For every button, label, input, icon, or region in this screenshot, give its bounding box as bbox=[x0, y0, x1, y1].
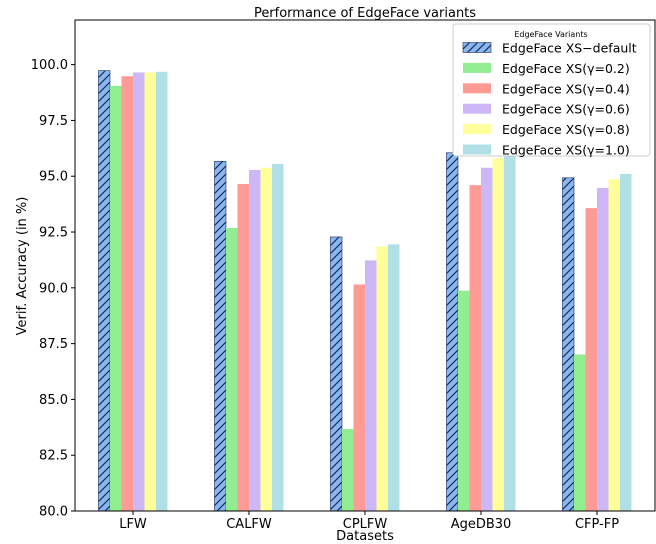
bar-cfp-fp-series-5 bbox=[608, 179, 620, 511]
x-tick-label: CFP-FP bbox=[575, 517, 619, 532]
bar-calfw-series-2 bbox=[226, 228, 238, 512]
bar-agedb30-series-1 bbox=[446, 152, 459, 512]
bar-area bbox=[98, 70, 632, 512]
legend: EdgeFace Variants EdgeFace XS−default Edg… bbox=[452, 23, 651, 158]
x-tick-label: CALFW bbox=[226, 517, 272, 532]
bar-cplfw-series-6 bbox=[388, 244, 400, 511]
bar-agedb30-series-2 bbox=[458, 290, 470, 511]
bar-cplfw-series-5 bbox=[376, 246, 388, 511]
y-axis: 80.0 82.5 85.0 87.5 90.0 92.5 95.0 97.5 100.0 bbox=[31, 58, 75, 520]
y-axis-label: Verif. Accuracy (in %) bbox=[15, 197, 30, 336]
legend-swatch bbox=[463, 62, 491, 73]
x-tick-label: AgeDB30 bbox=[451, 517, 512, 532]
bar-calfw-series-3 bbox=[237, 184, 249, 511]
bar-cfp-fp-series-4 bbox=[597, 187, 609, 511]
y-tick-label: 87.5 bbox=[39, 337, 68, 352]
bar-lfw-series-1 bbox=[98, 70, 111, 512]
y-tick-label: 100.0 bbox=[31, 58, 68, 73]
legend-entry-label: EdgeFace XS(γ=1.0) bbox=[502, 143, 630, 158]
bar-cplfw-series-2 bbox=[342, 429, 354, 511]
bar-lfw-series-5 bbox=[144, 72, 156, 511]
x-tick-label: CPLFW bbox=[343, 517, 388, 532]
legend-swatch bbox=[463, 83, 491, 94]
bar-cplfw-series-4 bbox=[365, 260, 377, 511]
y-tick-label: 97.5 bbox=[39, 114, 68, 129]
bar-calfw-series-6 bbox=[272, 163, 284, 511]
legend-entry-label: EdgeFace XS−default bbox=[502, 41, 637, 56]
legend-entry-label: EdgeFace XS(γ=0.4) bbox=[502, 81, 630, 96]
bar-agedb30-series-4 bbox=[481, 167, 493, 511]
bar-lfw-series-6 bbox=[156, 71, 168, 511]
bar-agedb30-series-3 bbox=[469, 185, 481, 511]
bar-calfw-series-1 bbox=[214, 160, 227, 512]
bar-cfp-fp-series-3 bbox=[585, 208, 597, 511]
y-tick-label: 90.0 bbox=[39, 281, 68, 296]
x-axis-label: Datasets bbox=[336, 529, 394, 544]
y-tick-label: 80.0 bbox=[39, 505, 68, 520]
bar-lfw-series-4 bbox=[133, 72, 145, 511]
bar-cfp-fp-series-2 bbox=[574, 354, 586, 511]
plot-frame bbox=[74, 19, 656, 512]
legend-entry-label: EdgeFace XS(γ=0.6) bbox=[502, 102, 630, 117]
y-tick-label: 92.5 bbox=[39, 226, 68, 241]
bar-agedb30-series-6 bbox=[504, 151, 516, 512]
legend-box bbox=[452, 23, 651, 157]
chart-title: Performance of EdgeFace variants bbox=[254, 6, 476, 21]
bar-lfw-series-3 bbox=[121, 76, 133, 511]
bar-calfw-series-4 bbox=[249, 169, 261, 511]
bar-calfw-series-5 bbox=[260, 167, 272, 511]
legend-entry-label: EdgeFace XS(γ=0.8) bbox=[502, 122, 630, 137]
x-tick-label: LFW bbox=[119, 517, 147, 532]
legend-swatch bbox=[463, 103, 491, 114]
y-tick-label: 85.0 bbox=[39, 393, 68, 408]
bar-lfw-series-2 bbox=[110, 85, 122, 512]
bar-cplfw-series-1 bbox=[330, 236, 343, 512]
bar-agedb30-series-5 bbox=[492, 158, 504, 511]
legend-swatch bbox=[462, 42, 492, 53]
y-tick-label: 82.5 bbox=[39, 449, 68, 464]
legend-title: EdgeFace Variants bbox=[514, 30, 587, 39]
x-axis: LFW CALFW CPLFW AgeDB30 CFP-FP bbox=[119, 511, 619, 532]
legend-swatch bbox=[463, 144, 491, 155]
legend-swatch bbox=[463, 124, 491, 135]
bar-cfp-fp-series-1 bbox=[562, 177, 575, 512]
bar-cfp-fp-series-6 bbox=[620, 173, 632, 511]
legend-entry-label: EdgeFace XS(γ=0.2) bbox=[502, 61, 630, 76]
bar-cplfw-series-3 bbox=[353, 284, 365, 511]
y-tick-label: 95.0 bbox=[39, 170, 68, 185]
